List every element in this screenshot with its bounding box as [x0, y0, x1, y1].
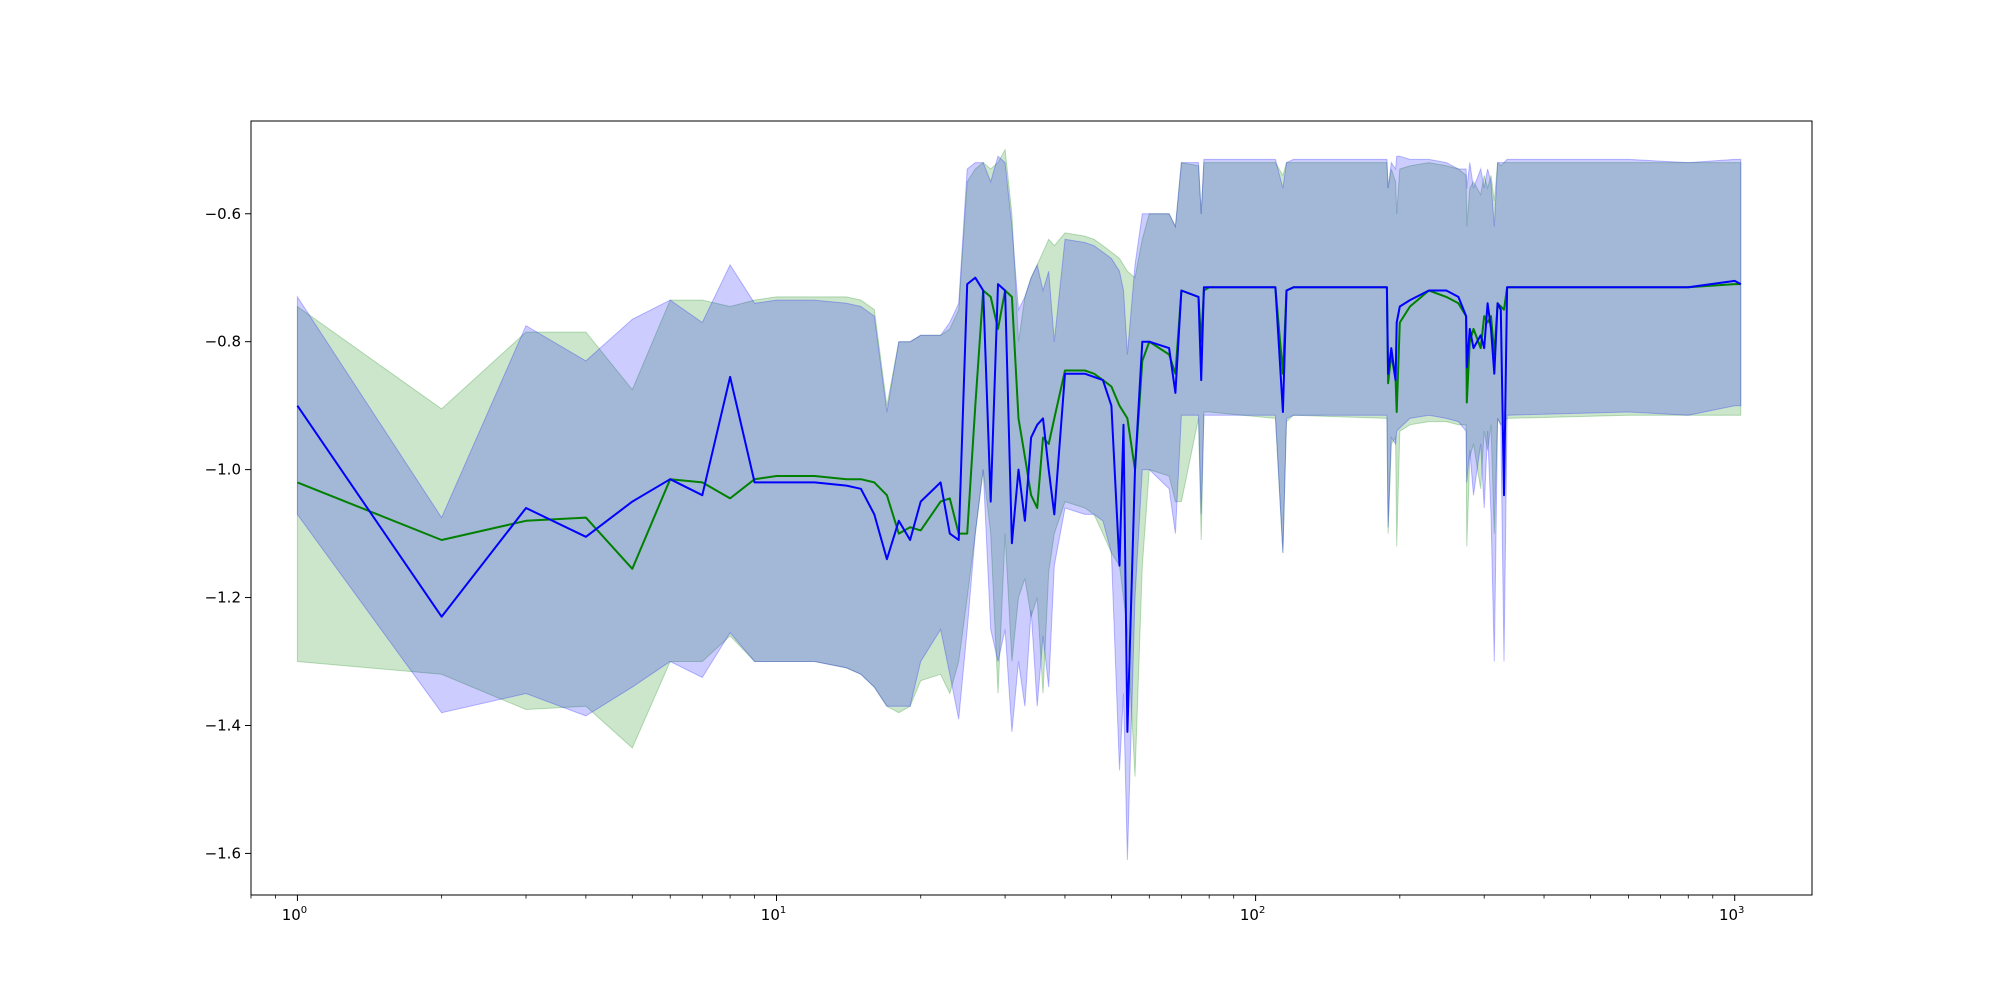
series-lines [296, 276, 1742, 733]
plot-area [250, 120, 1813, 896]
x-tick-label: 103 [1719, 905, 1744, 924]
y-tick-label: −1.2 [205, 589, 241, 607]
y-axis: −0.6 −0.8 −1.0 −1.2 −1.4 −1.6 [205, 205, 251, 862]
y-tick-label: −1.0 [205, 461, 241, 479]
confidence-band-2 [296, 155, 1742, 860]
x-tick-label: 102 [1240, 905, 1265, 924]
plot-frame [251, 121, 1812, 895]
y-tick-label: −0.8 [205, 333, 241, 351]
y-tick-label: −1.4 [205, 716, 241, 734]
series-line-2 [296, 276, 1742, 733]
y-tick-label: −0.6 [205, 205, 241, 223]
y-tick-label: −1.6 [205, 844, 241, 862]
axes-border [250, 120, 1813, 896]
x-axis: 100 101 102 103 [250, 895, 1744, 924]
confidence-band-1 [296, 148, 1742, 777]
x-tick-label: 101 [761, 905, 786, 924]
x-tick-label: 100 [282, 905, 307, 924]
confidence-bands [296, 148, 1742, 860]
